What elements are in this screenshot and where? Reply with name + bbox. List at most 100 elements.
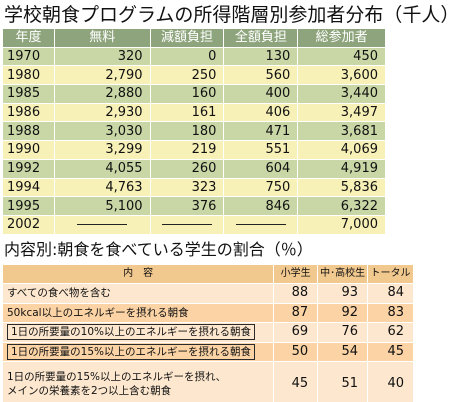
cell-total: 4,919 (297, 158, 386, 179)
table-row: 1日の所要量の15%以上のエネルギーを摂れ、 メインの栄養素を2つ以上含む朝食 … (1, 361, 414, 402)
cell-secondary: 51 (317, 361, 369, 402)
row-label: 1日の所要量の15%以上のエネルギーを摂れ、 メインの栄養素を2つ以上含む朝食 (1, 361, 275, 402)
cell-total: 83 (367, 302, 414, 323)
cell-total: 62 (367, 322, 414, 343)
table-row: 1995 5,100 376 846 6,322 (2, 196, 386, 216)
table-row: 1985 2,880 160 400 3,440 (2, 84, 386, 104)
cell-total: 3,600 (297, 65, 386, 86)
cell-secondary: 54 (317, 341, 369, 362)
cell-free: 2,930 (53, 102, 151, 123)
cell-reduced: 161 (149, 102, 225, 123)
cell-year: 1990 (2, 140, 55, 160)
table-row: 50kcal以上のエネルギーを摂れる朝食 87 92 83 (1, 302, 414, 323)
cell-year: 1995 (2, 196, 55, 216)
cell-free: 320 (53, 46, 151, 67)
cell-reduced: 250 (149, 65, 225, 86)
cell-free: 5,100 (53, 196, 151, 216)
cell-reduced: 376 (149, 196, 225, 216)
cell-secondary: 93 (317, 283, 369, 304)
cell-reduced: 180 (149, 121, 225, 142)
table-row: 1992 4,055 260 604 4,919 (2, 158, 386, 179)
cell-free: 2,880 (53, 84, 151, 104)
dash-placeholder (235, 224, 286, 226)
cell-total: 3,497 (297, 102, 386, 123)
table-row: 1994 4,763 323 750 5,836 (2, 177, 386, 198)
cell-full: 551 (223, 140, 299, 160)
cell-full: 406 (223, 102, 299, 123)
cell-total: 45 (367, 341, 414, 362)
cell-year: 1992 (2, 158, 55, 179)
table-row: 1日の所要量の15%以上のエネルギーを摂れる朝食 50 54 45 (1, 341, 414, 362)
cell-total: 6,322 (297, 196, 386, 216)
cell-year: 1986 (2, 102, 55, 123)
column-header-total: 総参加者 (297, 28, 386, 48)
table-row: 1990 3,299 219 551 4,069 (2, 140, 386, 160)
cell-free (53, 214, 151, 235)
cell-total: 5,836 (297, 177, 386, 198)
cell-total: 450 (297, 46, 386, 67)
breakfast-rate-table: 内 容 小学生 中･高校生 トータル すべての食べ物を含む 88 93 84 5… (1, 264, 414, 402)
row-label-line: 1日の所要量の15%以上のエネルギーを摂れ、 (7, 370, 227, 383)
table-row: 1980 2,790 250 560 3,600 (2, 65, 386, 86)
cell-total: 84 (367, 283, 414, 304)
dash-placeholder (162, 224, 212, 226)
cell-year: 1994 (2, 177, 55, 198)
column-header-elementary: 小学生 (273, 264, 319, 284)
cell-full (223, 214, 299, 235)
cell-full: 471 (223, 121, 299, 142)
cell-reduced: 323 (149, 177, 225, 198)
dash-placeholder (77, 224, 128, 226)
cell-reduced: 260 (149, 158, 225, 179)
cell-free: 4,055 (53, 158, 151, 179)
column-header-secondary: 中･高校生 (317, 264, 369, 284)
cell-full: 750 (223, 177, 299, 198)
cell-total: 4,069 (297, 140, 386, 160)
cell-free: 2,790 (53, 65, 151, 86)
cell-full: 604 (223, 158, 299, 179)
row-label-line: メインの栄養素を2つ以上含む朝食 (7, 384, 172, 397)
page-title: 学校朝食プログラムの所得階層別参加者分布（千人） (4, 4, 460, 26)
row-label: 1日の所要量の15%以上のエネルギーを摂れる朝食 (1, 341, 275, 362)
boxed-label: 1日の所要量の15%以上のエネルギーを摂れる朝食 (7, 343, 256, 360)
cell-reduced (149, 214, 225, 235)
cell-elementary: 50 (273, 341, 319, 362)
cell-year: 1980 (2, 65, 55, 86)
cell-free: 3,030 (53, 121, 151, 142)
cell-elementary: 69 (273, 322, 319, 343)
cell-reduced: 219 (149, 140, 225, 160)
section-subtitle: 内容別:朝食を食べている学生の割合（％） (4, 240, 313, 259)
table-row: 1986 2,930 161 406 3,497 (2, 102, 386, 123)
table-row: 2002 7,000 (2, 214, 386, 235)
cell-full: 130 (223, 46, 299, 67)
row-label: 1日の所要量の10%以上のエネルギーを摂れる朝食 (1, 322, 275, 343)
column-header-content: 内 容 (1, 264, 275, 284)
cell-total: 3,681 (297, 121, 386, 142)
cell-secondary: 92 (317, 302, 369, 323)
column-header-total: トータル (367, 264, 414, 284)
cell-full: 560 (223, 65, 299, 86)
cell-elementary: 45 (273, 361, 319, 402)
table-row: すべての食べ物を含む 88 93 84 (1, 283, 414, 304)
cell-year: 1970 (2, 46, 55, 67)
cell-year: 2002 (2, 214, 55, 235)
cell-elementary: 88 (273, 283, 319, 304)
cell-reduced: 160 (149, 84, 225, 104)
participants-table: 年度 無料 減額負担 全額負担 総参加者 1970 320 0 130 450 … (2, 28, 386, 235)
row-label: 50kcal以上のエネルギーを摂れる朝食 (1, 302, 275, 323)
cell-reduced: 0 (149, 46, 225, 67)
table-header-row: 内 容 小学生 中･高校生 トータル (1, 264, 414, 284)
table-row: 1日の所要量の10%以上のエネルギーを摂れる朝食 69 76 62 (1, 322, 414, 343)
column-header-full: 全額負担 (223, 28, 299, 48)
row-label: すべての食べ物を含む (1, 283, 275, 304)
cell-free: 4,763 (53, 177, 151, 198)
cell-secondary: 76 (317, 322, 369, 343)
table-header-row: 年度 無料 減額負担 全額負担 総参加者 (2, 28, 386, 48)
boxed-label: 1日の所要量の10%以上のエネルギーを摂れる朝食 (7, 324, 256, 341)
column-header-year: 年度 (2, 28, 55, 48)
cell-total: 40 (367, 361, 414, 402)
cell-full: 846 (223, 196, 299, 216)
cell-free: 3,299 (53, 140, 151, 160)
cell-elementary: 87 (273, 302, 319, 323)
cell-full: 400 (223, 84, 299, 104)
cell-total: 7,000 (297, 214, 386, 235)
